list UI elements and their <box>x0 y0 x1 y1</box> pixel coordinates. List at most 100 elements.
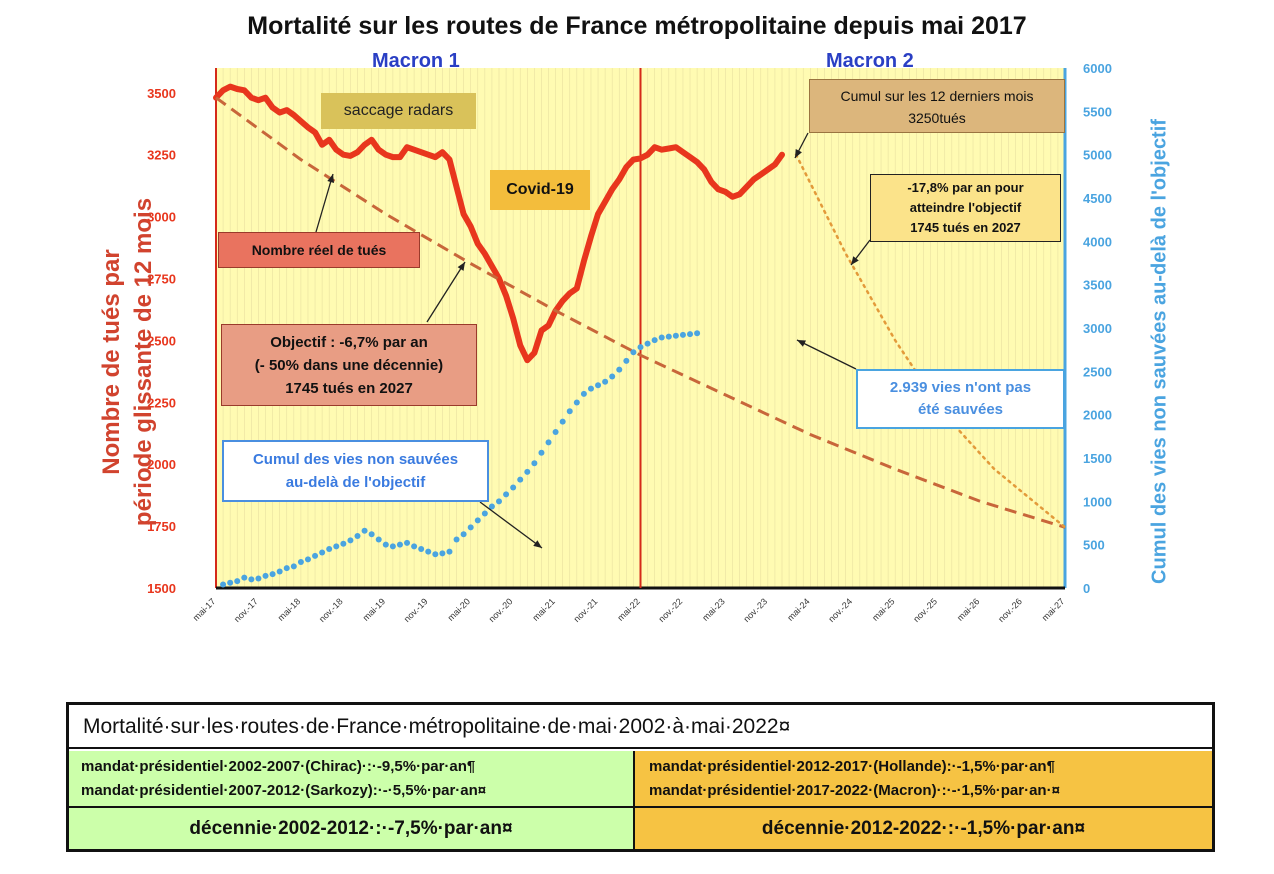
series-cumul-point <box>566 408 573 415</box>
x-tick-label: nov.-17 <box>232 596 260 624</box>
x-tick-label: mai-22 <box>615 596 642 623</box>
y-left-tick-label: 2250 <box>147 395 176 410</box>
series-cumul-point <box>262 572 269 579</box>
mandate-hollande: mandat·présidentiel·2012-2017·(Hollande)… <box>649 758 1055 775</box>
x-tick-label: nov.-24 <box>826 596 854 624</box>
annotation-2939-line1: 2.939 vies n'ont pas <box>889 379 1032 396</box>
x-tick-label: mai-26 <box>955 596 982 623</box>
series-cumul-point <box>361 527 368 534</box>
annotation-radars: saccage radars <box>321 93 476 129</box>
x-tick-label: nov.-18 <box>317 596 345 624</box>
annotation-nombre-reel: Nombre réel de tués <box>218 232 420 268</box>
series-cumul-point <box>411 543 418 550</box>
mandate-macron: mandat·présidentiel·2017-2022·(Macron)·:… <box>649 782 1060 799</box>
annotation-arrows <box>315 132 871 549</box>
y-right-tick-label: 500 <box>1083 538 1105 553</box>
y-left-tick-label: 3000 <box>147 210 176 225</box>
annotation-cumul-12-mois: Cumul sur les 12 derniers mois 3250tués <box>809 79 1065 133</box>
y-axis-right-label: Cumul des vies non sauvées au-delà de l'… <box>1148 119 1171 584</box>
annotation-arrow-head <box>327 174 335 183</box>
summary-table: Mortalité·sur·les·routes·de·France·métro… <box>66 702 1215 852</box>
annotation-arrow-head <box>457 262 465 271</box>
y-right-tick-label: 1500 <box>1083 451 1112 466</box>
chart-title: Mortalité sur les routes de France métro… <box>247 12 1027 40</box>
y-right-tick-label: 1000 <box>1083 494 1112 509</box>
annotation-178-line3: 1745 tués en 2027 <box>910 220 1021 235</box>
annotation-2939-line2: été sauvées <box>917 401 1004 418</box>
series-cumul-point <box>538 449 545 456</box>
series-objective-line <box>215 96 1066 529</box>
series-cumul-point <box>269 571 276 578</box>
y-right-tick-label: 2500 <box>1083 364 1112 379</box>
mandate-chirac: mandat·présidentiel·2002-2007·(Chirac)·:… <box>81 758 476 775</box>
chart-svg: 1500 1750 2000 2250 2500 2750 3000 3250 3500 0 50… <box>147 61 1112 624</box>
series-cumul-point <box>446 548 453 555</box>
annotation-cumul12-line2: 3250tués <box>908 110 966 126</box>
series-cumul-point <box>587 385 594 392</box>
x-tick-label: nov.-21 <box>572 596 600 624</box>
series-cumul-point <box>496 498 502 505</box>
series-cumul-point <box>333 543 340 550</box>
mandate-sarkozy: mandat·présidentiel·2007-2012·(Sarkozy):… <box>81 782 487 799</box>
series-cumul-point <box>368 531 375 538</box>
series-cumul-point <box>630 349 637 356</box>
series-cumul-point <box>602 378 609 385</box>
decade-2002-2012: décennie·2002-2012·:·-7,5%·par·an¤ <box>69 808 635 849</box>
series-cumul-point <box>665 333 672 340</box>
x-tick-label: mai-19 <box>361 596 388 623</box>
series-cumul-point <box>297 559 304 565</box>
series-cumul-point <box>354 533 361 539</box>
x-tick-label: nov.-19 <box>402 596 430 624</box>
series-cumul-point <box>474 517 481 524</box>
series-cumul-point <box>510 484 517 491</box>
y-left-tick-label: 2500 <box>147 333 176 348</box>
x-axis-ticks: mai-17 nov.-17 mai-18 nov.-18 mai-19 nov.-19 m… <box>191 596 1067 624</box>
y-left-tick-label: 2750 <box>147 271 176 286</box>
annotation-required-rate: -17,8% par an pour atteindre l'objectif … <box>870 174 1061 242</box>
series-cumul-point <box>467 524 474 531</box>
series-cumul-point <box>687 331 694 338</box>
series-cumul-point <box>595 382 602 389</box>
y-axis-left-label-line2: période glissante de 12 mois <box>130 197 157 527</box>
x-tick-label: mai-25 <box>870 596 897 623</box>
annotation-objectif: Objectif : -6,7% par an (- 50% dans une … <box>221 324 477 406</box>
series-cumul-point <box>418 546 425 552</box>
annotation-178-line1: -17,8% par an pour <box>907 180 1024 195</box>
mandate-2-label: Macron 2 <box>826 50 914 72</box>
series-cumul-point <box>319 549 326 556</box>
series-cumul-point <box>524 468 531 475</box>
series-cumul-point <box>573 399 580 406</box>
annotation-covid: Covid-19 <box>490 170 590 210</box>
x-tick-label: nov.-20 <box>487 596 515 624</box>
y-left-tick-label: 3500 <box>147 86 176 101</box>
x-tick-label: mai-23 <box>700 596 727 623</box>
series-cumul-point <box>439 550 446 557</box>
annotation-arrow-line <box>426 261 466 323</box>
series-cumul-point <box>255 575 262 582</box>
x-tick-label: mai-21 <box>530 596 557 623</box>
annotation-arrow-head <box>533 540 542 548</box>
series-cumul-point <box>276 568 283 575</box>
summary-table-title: Mortalité·sur·les·routes·de·France·métro… <box>69 705 1212 749</box>
y-right-tick-label: 3000 <box>1083 321 1112 336</box>
mandates-left-cell: mandat·présidentiel·2002-2007·(Chirac)·:… <box>69 751 635 808</box>
annotation-cumul-line1: Cumul des vies non sauvées <box>252 451 459 468</box>
series-cumul-point <box>609 373 616 380</box>
y-left-tick-label: 1750 <box>147 519 176 534</box>
y-left-tick-label: 1500 <box>147 581 176 596</box>
series-cumul-point <box>623 357 630 364</box>
y-axis-left-label-line1: Nombre de tués par <box>98 249 125 475</box>
series-cumul-point <box>644 340 651 347</box>
series-cumul-point <box>347 537 354 544</box>
mandate-1-label: Macron 1 <box>372 50 460 72</box>
right-axis-ticks: 0 500 1000 1500 2000 2500 3000 3500 4000 4500 5000… <box>1083 61 1112 596</box>
mandates-right-cell: mandat·présidentiel·2012-2017·(Hollande)… <box>635 751 1212 808</box>
series-cumul-point <box>517 476 524 483</box>
x-tick-label: nov.-22 <box>657 596 685 624</box>
series-cumul-point <box>488 503 495 510</box>
series-cumul-point <box>580 390 587 397</box>
annotation-objectif-line3: 1745 tués en 2027 <box>285 380 413 397</box>
series-cumul-point <box>241 574 248 581</box>
series-cumul-point <box>637 344 644 351</box>
series-actual-line <box>213 83 785 364</box>
